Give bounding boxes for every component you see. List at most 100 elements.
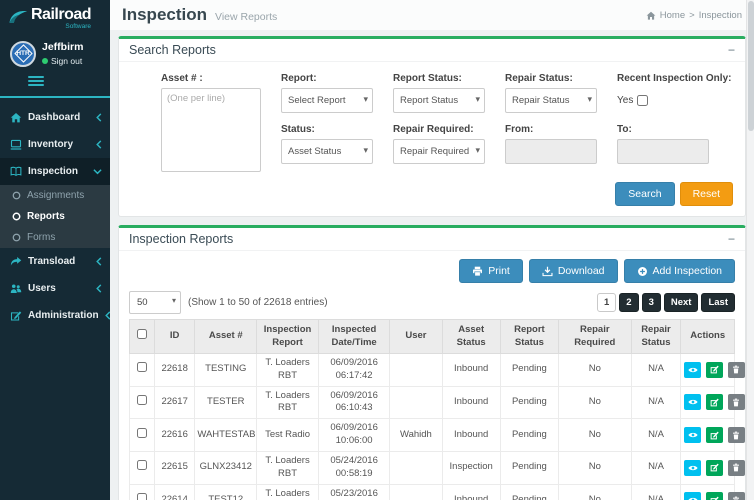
breadcrumb-home[interactable]: Home bbox=[659, 9, 686, 21]
circle-icon bbox=[12, 212, 21, 220]
actions-cell bbox=[680, 385, 745, 420]
sidebar-item-dashboard[interactable]: Dashboard bbox=[0, 104, 110, 131]
download-button[interactable]: Download bbox=[528, 259, 618, 283]
edit-button[interactable] bbox=[706, 394, 724, 411]
row-checkbox[interactable] bbox=[136, 427, 147, 438]
status-label: Status: bbox=[281, 124, 315, 135]
main-area: Inspection View Reports Home > Inspectio… bbox=[110, 0, 754, 500]
user-panel: HTR Jeffbirm Sign out bbox=[10, 40, 102, 67]
repair-status-select[interactable]: Repair Status bbox=[505, 88, 597, 113]
breadcrumb: Home > Inspection bbox=[646, 10, 742, 21]
repair-required-select[interactable]: Repair Required bbox=[393, 139, 485, 164]
row-checkbox[interactable] bbox=[136, 362, 147, 373]
sidebar-item-assignments[interactable]: Assignments bbox=[0, 185, 110, 206]
column-header: User bbox=[389, 319, 443, 354]
monitor-icon bbox=[10, 139, 22, 150]
username: Jeffbirm bbox=[42, 41, 84, 53]
sidebar-item-administration[interactable]: Administration bbox=[0, 302, 110, 329]
pencil-square-icon bbox=[710, 398, 719, 407]
date-cell: 06/09/2016 06:17:42 bbox=[317, 353, 391, 387]
edit-button[interactable] bbox=[706, 427, 724, 444]
edit-button[interactable] bbox=[706, 459, 724, 476]
view-button[interactable] bbox=[684, 361, 702, 378]
asset-label: Asset # : bbox=[161, 73, 203, 84]
print-button[interactable]: Print bbox=[459, 259, 523, 283]
inspection-report-cell: Test Radio bbox=[256, 418, 319, 452]
row-checkbox[interactable] bbox=[136, 492, 147, 500]
table-row: 22616 WAHTESTAB Test Radio 06/09/2016 10… bbox=[129, 418, 745, 452]
view-button[interactable] bbox=[684, 394, 702, 411]
edit-pencil-icon bbox=[10, 310, 22, 321]
sidebar-item-inspection[interactable]: Inspection bbox=[0, 157, 110, 185]
repair-required-label: Repair Required: bbox=[393, 124, 474, 135]
last-page-button[interactable]: Last bbox=[701, 293, 735, 312]
inspection-report-cell: T. Loaders RBT bbox=[256, 353, 319, 387]
report-status-select[interactable]: Report Status bbox=[393, 88, 485, 113]
recent-inspection-label: Recent Inspection Only: bbox=[617, 73, 732, 84]
sidebar-item-inventory[interactable]: Inventory bbox=[0, 131, 110, 158]
asset-number-input[interactable] bbox=[161, 88, 261, 172]
logo-swoosh-icon bbox=[9, 11, 28, 23]
sidebar-item-reports[interactable]: Reports bbox=[0, 206, 110, 227]
scrollbar-thumb[interactable] bbox=[748, 1, 754, 131]
user-cell bbox=[389, 353, 443, 387]
from-date-input[interactable] bbox=[505, 139, 597, 164]
recent-inspection-checkbox[interactable] bbox=[637, 95, 649, 106]
actions-cell bbox=[680, 353, 745, 387]
table-row: 22615 GLNX23412 T. Loaders RBT 05/24/201… bbox=[129, 450, 745, 485]
report-select[interactable]: Select Report bbox=[281, 88, 373, 113]
page-button-2[interactable]: 2 bbox=[619, 293, 639, 312]
sidebar-item-users[interactable]: Users bbox=[0, 275, 110, 302]
asset-status-select[interactable]: Asset Status bbox=[281, 139, 373, 164]
signout-link[interactable]: Sign out bbox=[42, 56, 83, 66]
to-date-input[interactable] bbox=[617, 139, 709, 164]
view-button[interactable] bbox=[684, 492, 702, 500]
delete-button[interactable] bbox=[727, 361, 745, 378]
report-status-cell: Pending bbox=[499, 450, 560, 485]
sidebar-item-transload[interactable]: Transload bbox=[0, 248, 110, 275]
hamburger-menu-icon[interactable] bbox=[28, 75, 44, 86]
page-button-3[interactable]: 3 bbox=[641, 293, 661, 312]
asset-status-cell: Inbound bbox=[441, 385, 501, 420]
asset-status-cell: Inbound bbox=[441, 353, 501, 387]
select-all-header-cell bbox=[129, 319, 155, 354]
edit-button[interactable] bbox=[706, 361, 724, 378]
asset-status-cell: Inspection bbox=[441, 450, 501, 485]
search-button[interactable]: Search bbox=[615, 182, 675, 206]
id-cell: 22616 bbox=[153, 418, 196, 452]
row-checkbox[interactable] bbox=[136, 460, 147, 471]
eye-icon bbox=[688, 465, 698, 470]
printer-icon bbox=[473, 266, 483, 276]
page-scrollbar[interactable] bbox=[746, 0, 754, 500]
edit-button[interactable] bbox=[706, 492, 724, 500]
delete-button[interactable] bbox=[727, 394, 745, 411]
logo-subtitle: Software bbox=[65, 23, 92, 30]
online-status-icon bbox=[42, 58, 48, 64]
page-button-1[interactable]: 1 bbox=[596, 293, 617, 312]
chevron-left-icon bbox=[104, 310, 110, 320]
id-cell: 22615 bbox=[153, 450, 196, 485]
delete-button[interactable] bbox=[727, 427, 745, 444]
select-all-checkbox[interactable] bbox=[136, 329, 147, 340]
inspection-report-cell: T. Loaders RBT bbox=[256, 483, 319, 500]
column-header: Repair Required bbox=[558, 319, 632, 354]
reset-button[interactable]: Reset bbox=[679, 182, 733, 206]
collapse-minus-icon[interactable]: − bbox=[727, 43, 735, 57]
row-checkbox[interactable] bbox=[136, 395, 147, 406]
pencil-square-icon bbox=[710, 463, 719, 472]
sidebar-item-forms[interactable]: Forms bbox=[0, 227, 110, 248]
reports-table: ID Asset # Inspection Report Inspected D… bbox=[129, 319, 745, 500]
view-button[interactable] bbox=[684, 459, 702, 476]
pencil-square-icon bbox=[710, 496, 719, 500]
home-icon bbox=[646, 11, 656, 20]
page-length-select[interactable]: 50 bbox=[129, 291, 181, 314]
column-header: Report Status bbox=[499, 319, 560, 354]
delete-button[interactable] bbox=[727, 492, 745, 500]
date-cell: 06/09/2016 06:10:43 bbox=[317, 385, 391, 420]
delete-button[interactable] bbox=[727, 459, 745, 476]
collapse-minus-icon[interactable]: − bbox=[727, 232, 735, 246]
add-inspection-button[interactable]: Add Inspection bbox=[623, 259, 735, 283]
view-button[interactable] bbox=[684, 427, 702, 444]
next-page-button[interactable]: Next bbox=[663, 293, 699, 312]
actions-cell bbox=[680, 483, 745, 500]
